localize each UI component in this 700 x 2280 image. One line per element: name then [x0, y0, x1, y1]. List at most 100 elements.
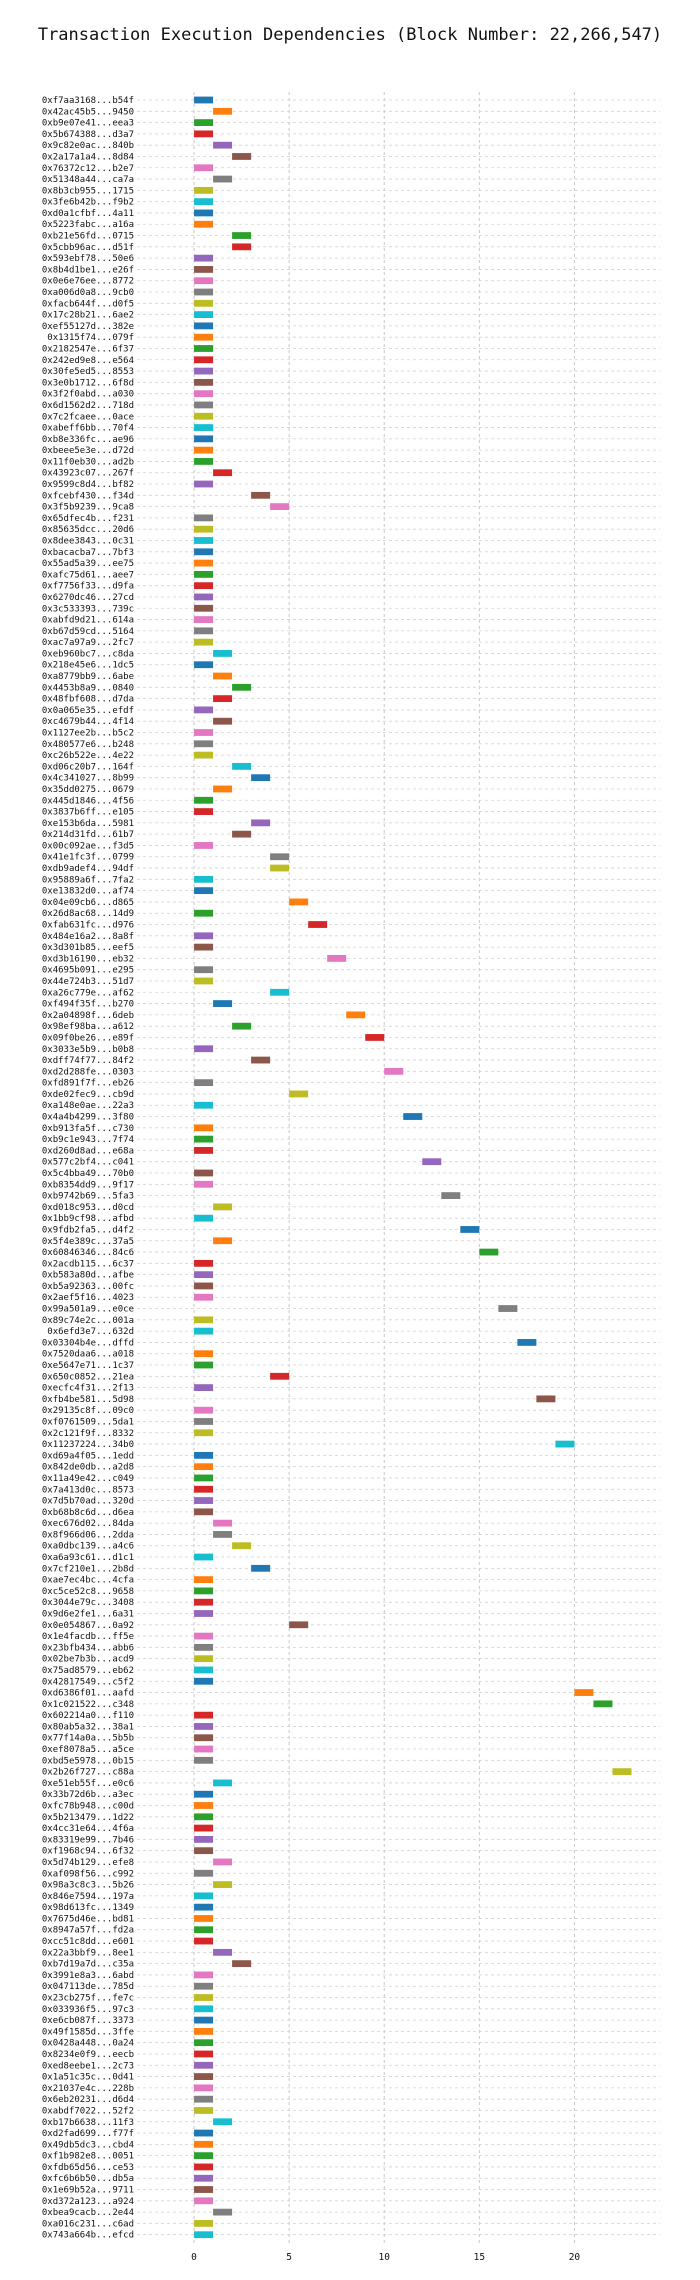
transaction-bar — [194, 367, 214, 375]
y-tick-label: 0x3033e5b9...b0b8 — [42, 1045, 134, 1055]
y-tick-label: 0xc4679b44...4f14 — [42, 717, 134, 727]
y-tick-label: 0xf7aa3168...b54f — [42, 96, 134, 106]
transaction-bar — [194, 1598, 214, 1606]
transaction-bar — [194, 559, 214, 567]
transaction-bar — [194, 1655, 214, 1663]
y-tick-label: 0xa8779bb9...6abe — [42, 672, 134, 682]
y-tick-label: 0x89c74e2c...001a — [42, 1316, 134, 1326]
y-tick-label: 0xd2fad699...f77f — [42, 2129, 134, 2139]
y-tick-label: 0x8947a57f...fd2a — [42, 1926, 134, 1936]
y-tick-label: 0x60846346...84c6 — [42, 1248, 134, 1258]
y-tick-label: 0xb9e07e41...eea3 — [42, 119, 134, 129]
x-tick-label: 15 — [474, 2252, 485, 2263]
y-tick-label: 0x33b72d6b...a3ec — [42, 1790, 134, 1800]
transaction-bar — [194, 1135, 214, 1143]
y-tick-label: 0x5f4e389c...37a5 — [42, 1237, 134, 1247]
y-tick-label: 0x9fdb2fa5...d4f2 — [42, 1225, 134, 1235]
y-tick-label: 0x75ad8579...eb62 — [42, 1666, 134, 1676]
y-tick-label: 0x602214a0...f110 — [42, 1711, 134, 1721]
y-tick-label: 0xbacacba7...7bf3 — [42, 548, 134, 558]
transaction-bar — [213, 695, 233, 703]
transaction-bar — [194, 1169, 214, 1177]
transaction-bar — [194, 1632, 214, 1640]
transaction-bar — [365, 1034, 385, 1041]
transaction-bar — [194, 1350, 214, 1358]
y-tick-label: 0x8dee3843...0c31 — [42, 536, 134, 546]
transaction-bar — [194, 186, 214, 194]
transaction-bar — [251, 819, 271, 827]
transaction-bar — [194, 582, 214, 590]
y-tick-label: 0x3044e79c...3408 — [42, 1598, 134, 1608]
transaction-bar — [194, 661, 214, 669]
y-tick-label: 0xb7d19a7d...c35a — [42, 1960, 134, 1970]
y-tick-label: 0xeb960bc7...c8da — [42, 649, 134, 659]
transaction-bar — [194, 1982, 214, 1990]
transaction-bar — [194, 322, 214, 330]
y-tick-label: 0x2a04898f...6deb — [42, 1011, 134, 1021]
y-tick-label: 0x98d613fc...1349 — [42, 1903, 134, 1913]
y-tick-label: 0x6d1562d2...718d — [42, 401, 134, 411]
y-tick-label: 0xfc6b6b50...db5a — [42, 2174, 134, 2184]
transaction-bar — [194, 1677, 214, 1685]
y-tick-label: 0x42817549...c5f2 — [42, 1677, 134, 1687]
transaction-bar — [194, 638, 214, 646]
y-tick-label: 0x5c4bba49...70b0 — [42, 1169, 134, 1179]
y-tick-label: 0xec676d02...84da — [42, 1519, 134, 1529]
y-tick-label: 0x80ab5a32...38a1 — [42, 1722, 134, 1732]
y-tick-label: 0xef8078a5...a5ce — [42, 1745, 134, 1755]
y-tick-label: 0x6eb20231...d6d4 — [42, 2095, 134, 2105]
y-tick-label: 0xd260d8ad...e68a — [42, 1146, 134, 1156]
y-tick-label: 0xd018c953...d0cd — [42, 1203, 134, 1213]
transaction-bar — [194, 1147, 214, 1154]
transaction-bar — [213, 1237, 233, 1245]
y-tick-label: 0x5b674388...d3a7 — [42, 130, 134, 140]
transaction-bar — [194, 2186, 214, 2193]
y-tick-label: 0x842de0db...a2d8 — [42, 1463, 134, 1473]
y-tick-label: 0xa26c779e...af62 — [42, 988, 134, 998]
y-tick-label: 0xb5a92363...00fc — [42, 1282, 134, 1292]
transaction-bar — [194, 966, 214, 974]
transaction-bar — [251, 774, 271, 782]
y-tick-label: 0xfab631fc...d976 — [42, 921, 134, 931]
transaction-bar — [194, 1180, 214, 1188]
y-tick-label: 0x4c341027...8b99 — [42, 774, 134, 784]
y-tick-label: 0x98a3c8c3...5b26 — [42, 1881, 134, 1891]
y-tick-label: 0x99a501a9...e0ce — [42, 1305, 134, 1315]
x-tick-label: 5 — [286, 2252, 292, 2263]
transaction-bar — [194, 1813, 214, 1821]
transaction-bar — [194, 1214, 214, 1222]
transaction-bar — [194, 593, 214, 601]
y-tick-label: 0x3f5b9239...9ca8 — [42, 503, 134, 513]
y-tick-label: 0xf0761509...5da1 — [42, 1417, 134, 1427]
transaction-bar — [194, 1259, 214, 1267]
transaction-bar — [194, 751, 214, 759]
y-tick-label: 0x85635dcc...20d6 — [42, 525, 134, 535]
transaction-bar — [270, 864, 290, 872]
y-tick-label: 0x033936f5...97c3 — [42, 2005, 134, 2015]
y-tick-label: 0x49db5dc3...cbd4 — [42, 2140, 134, 2150]
y-tick-label: 0x09f0be26...e89f — [42, 1033, 134, 1043]
transaction-bar — [194, 1045, 214, 1053]
y-tick-label: 0xf494f35f...b270 — [42, 1000, 134, 1010]
transaction-bar — [194, 311, 214, 318]
y-tick-label: 0x3837b6ff...e105 — [42, 808, 134, 818]
chart-title: Transaction Execution Dependencies (Bloc… — [38, 25, 662, 45]
y-tick-label: 0x1e4facdb...ff5e — [42, 1632, 134, 1642]
y-tick-label: 0x1127ee2b...b5c2 — [42, 729, 134, 739]
y-tick-label: 0x9d6e2fe1...6a31 — [42, 1609, 134, 1619]
transaction-bar — [194, 1802, 214, 1809]
transaction-bar — [194, 1847, 214, 1855]
transaction-bar — [194, 1271, 214, 1279]
transaction-bar — [213, 469, 233, 477]
y-tick-label: 0x2acdb115...6c37 — [42, 1259, 134, 1269]
transaction-bar — [232, 830, 252, 838]
y-tick-label: 0x2c121f9f...8332 — [42, 1429, 134, 1439]
y-tick-label: 0x11f0eb30...ad2b — [42, 457, 134, 467]
transaction-bar — [194, 1384, 214, 1391]
transaction-bar — [194, 1485, 214, 1493]
transaction-bar — [194, 288, 214, 296]
y-tick-label: 0xac7a97a9...2fc7 — [42, 638, 134, 648]
y-tick-label: 0xb8e336fc...ae96 — [42, 435, 134, 445]
transaction-bar — [194, 424, 214, 431]
y-tick-label: 0x49f1585d...3ffe — [42, 2027, 134, 2037]
